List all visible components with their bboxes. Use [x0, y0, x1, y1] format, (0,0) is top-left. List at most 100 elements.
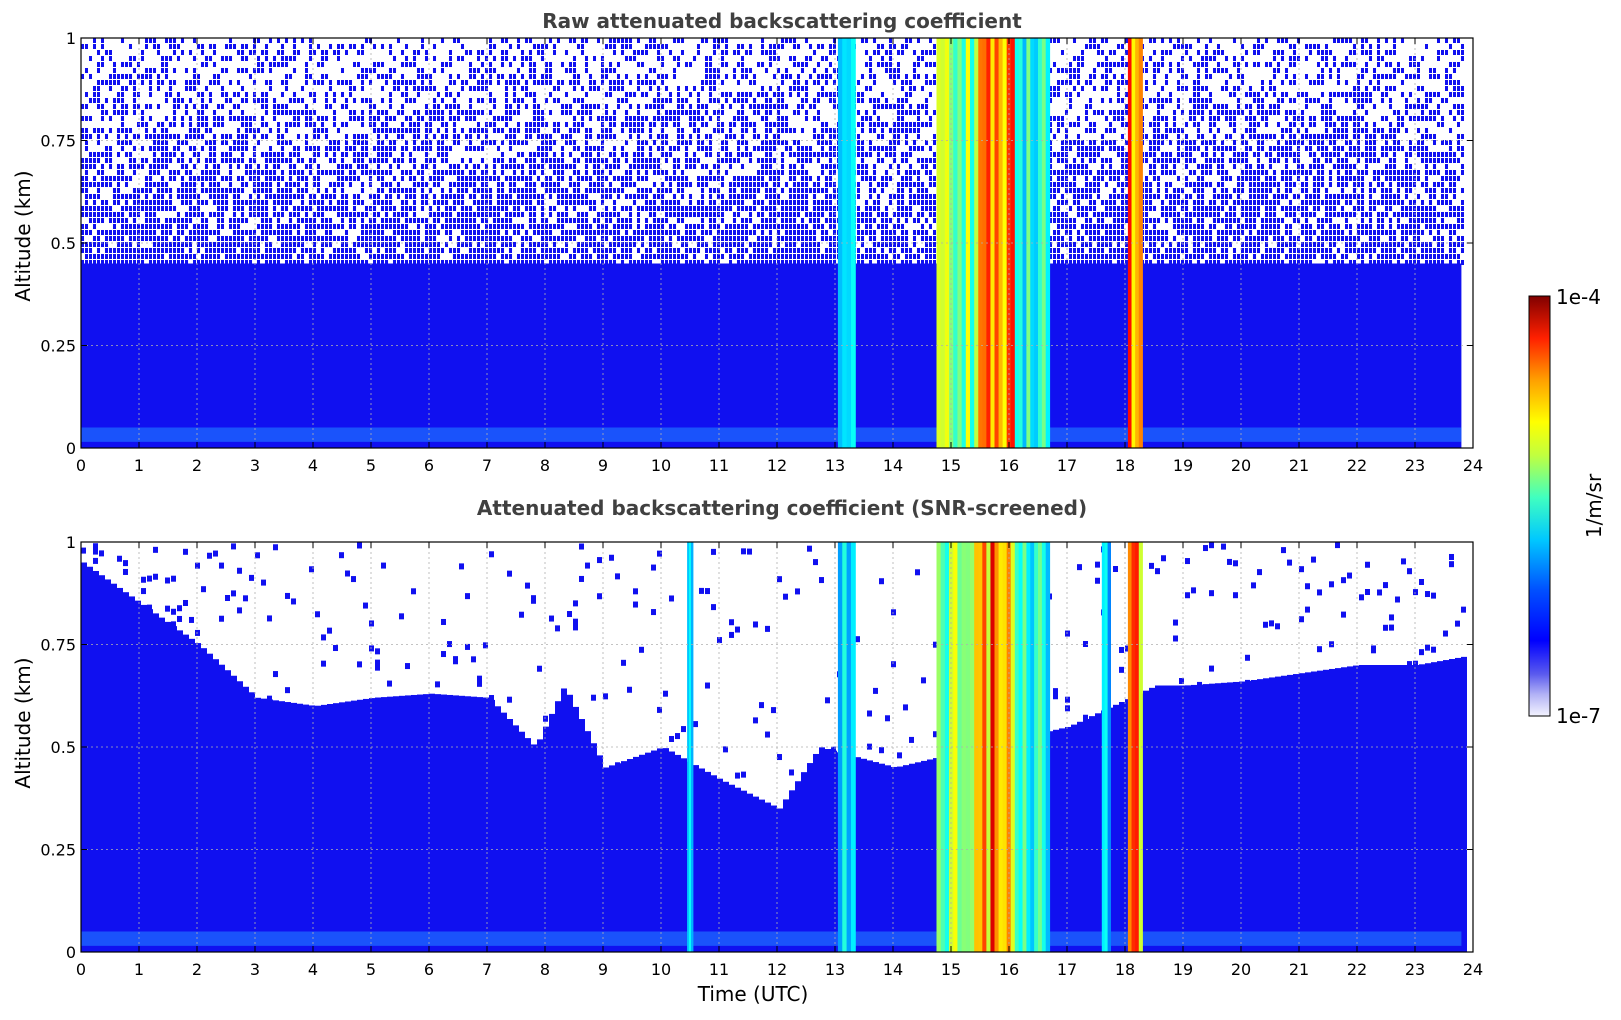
screened-column: [1059, 728, 1065, 952]
screened-column: [327, 704, 333, 952]
cloud-band: [1127, 38, 1143, 448]
noise-column: [1445, 38, 1448, 259]
screened-column: [99, 575, 105, 952]
screened-column: [279, 701, 285, 952]
screened-speckle: [1419, 578, 1424, 585]
noise-column: [161, 56, 164, 265]
noise-column: [769, 44, 772, 265]
screened-column: [1341, 667, 1347, 952]
screened-column: [1071, 724, 1077, 952]
screened-speckle: [207, 552, 212, 559]
noise-column: [1125, 38, 1128, 265]
noise-column: [565, 50, 568, 265]
screened-speckle: [153, 546, 158, 553]
screened-speckle: [1197, 681, 1202, 688]
screened-speckle: [789, 769, 794, 776]
screened-column: [627, 759, 633, 952]
screened-speckle: [1065, 696, 1070, 703]
noise-column: [581, 38, 584, 265]
x-tick-label: 21: [1289, 960, 1309, 979]
screened-speckle: [219, 615, 224, 622]
screened-speckle: [1455, 620, 1460, 627]
x-tick-label: 15: [941, 960, 961, 979]
screened-column: [1299, 673, 1305, 952]
noise-column: [605, 44, 608, 265]
noise-column: [1405, 74, 1408, 265]
x-tick-label: 6: [424, 456, 434, 475]
screened-speckle: [537, 665, 542, 672]
aerosol-layer-fill: [81, 263, 1462, 448]
noise-column: [765, 50, 768, 265]
noise-column: [1281, 38, 1284, 265]
noise-column: [413, 50, 416, 265]
screened-speckle: [1119, 646, 1124, 653]
noise-column: [1241, 44, 1244, 265]
screened-column: [165, 621, 171, 952]
noise-column: [1261, 44, 1264, 265]
noise-column: [1117, 44, 1120, 265]
screened-column: [141, 604, 147, 952]
noise-column: [1113, 50, 1116, 259]
screened-speckle: [351, 576, 356, 583]
noise-column: [209, 44, 212, 265]
screened-speckle: [729, 631, 734, 638]
noise-column: [865, 38, 868, 259]
noise-column: [325, 50, 328, 265]
screened-speckle: [1053, 688, 1058, 695]
noise-column: [105, 50, 108, 265]
screened-speckle: [357, 542, 362, 549]
screened-speckle: [1329, 581, 1334, 588]
screened-column: [255, 697, 261, 952]
screened-speckle: [117, 555, 122, 562]
noise-column: [1417, 62, 1420, 265]
screened-speckle: [489, 695, 494, 702]
screened-speckle: [567, 611, 572, 618]
screened-column: [591, 743, 597, 952]
screened-speckle: [465, 643, 470, 650]
screened-column: [495, 706, 501, 952]
noise-column: [269, 38, 272, 265]
noise-column: [1225, 56, 1228, 265]
x-tick-label: 0: [76, 456, 86, 475]
screened-speckle: [579, 575, 584, 582]
noise-column: [157, 44, 160, 265]
noise-column: [797, 44, 800, 265]
noise-column: [301, 38, 304, 265]
noise-column: [1317, 44, 1320, 253]
screened-speckle: [261, 579, 266, 586]
noise-column: [185, 68, 188, 265]
x-tick-label: 3: [250, 960, 260, 979]
noise-column: [1301, 92, 1304, 265]
y-tick-label: 0.25: [40, 337, 76, 356]
noise-column: [1433, 68, 1436, 265]
x-tick-label: 16: [999, 960, 1019, 979]
screened-speckle: [765, 625, 770, 632]
screened-speckle: [189, 616, 194, 623]
screened-column: [1311, 671, 1317, 952]
noise-column: [181, 38, 184, 265]
noise-column: [1377, 38, 1380, 265]
noise-column: [237, 50, 240, 265]
noise-column: [673, 38, 676, 265]
noise-column: [189, 50, 192, 259]
screened-column: [129, 596, 135, 952]
screened-column: [1335, 668, 1341, 952]
noise-column: [453, 38, 456, 265]
screened-column: [183, 634, 189, 952]
noise-column: [533, 44, 536, 265]
screened-column: [561, 688, 567, 952]
noise-column: [833, 38, 836, 265]
panel-title-raw: Raw attenuated backscattering coefficien…: [542, 9, 1022, 33]
screened-column: [459, 695, 465, 952]
screened-speckle: [699, 587, 704, 594]
screened-column: [1221, 682, 1227, 952]
screened-column: [729, 784, 735, 952]
screened-speckle: [471, 656, 476, 663]
screened-column: [1401, 665, 1407, 952]
screened-speckle: [1377, 589, 1382, 596]
noise-column: [541, 44, 544, 265]
screened-column: [567, 694, 573, 952]
x-tick-label: 7: [482, 456, 492, 475]
screened-speckle: [1461, 606, 1466, 613]
screened-speckle: [195, 562, 200, 569]
